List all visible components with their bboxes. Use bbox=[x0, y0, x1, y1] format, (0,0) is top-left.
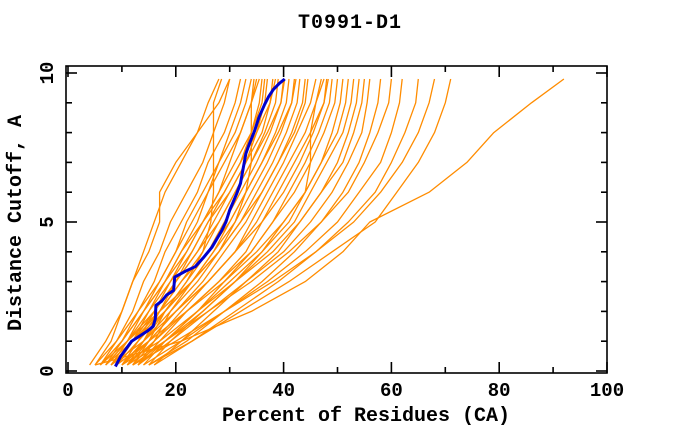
model-curve-30 bbox=[116, 78, 349, 366]
model-curve-28 bbox=[126, 78, 339, 366]
y-tick-label: 0 bbox=[37, 365, 59, 376]
model-curve-23 bbox=[132, 78, 317, 366]
model-curve-24 bbox=[121, 78, 322, 366]
model-curve-18 bbox=[110, 78, 296, 366]
x-tick-label: 40 bbox=[272, 380, 295, 402]
y-tick-label: 5 bbox=[37, 216, 59, 227]
x-tick-label: 100 bbox=[590, 380, 624, 402]
model-curve-13 bbox=[99, 78, 277, 366]
x-axis-label: Percent of Residues (CA) bbox=[222, 405, 510, 428]
series-layer bbox=[89, 77, 565, 368]
model-curve-11 bbox=[110, 78, 269, 366]
highlight-curve-best-model bbox=[114, 77, 286, 368]
model-curve-41 bbox=[94, 78, 565, 366]
tick-label-layer: 0 20 40 60 80 100 0 5 10 bbox=[37, 62, 624, 402]
model-curve-34 bbox=[137, 78, 371, 366]
model-curve-40 bbox=[148, 78, 452, 366]
model-curve-36 bbox=[126, 78, 393, 366]
model-curve-22 bbox=[99, 78, 309, 366]
model-curve-4 bbox=[105, 78, 242, 366]
model-curve-16 bbox=[105, 78, 286, 366]
x-tick-label: 80 bbox=[488, 380, 511, 402]
model-curve-43 bbox=[121, 78, 260, 366]
y-axis-label: Distance Cutoff, A bbox=[5, 115, 28, 331]
model-curve-6 bbox=[94, 78, 252, 366]
plot-frame bbox=[65, 65, 608, 374]
y-tick-label: 10 bbox=[37, 62, 59, 85]
model-curve-1 bbox=[94, 78, 220, 366]
model-curve-26 bbox=[110, 78, 329, 366]
model-curve-44 bbox=[137, 78, 325, 366]
model-curve-31 bbox=[132, 78, 355, 366]
model-curve-5 bbox=[110, 78, 247, 366]
axes-layer bbox=[65, 65, 608, 374]
model-curve-33 bbox=[121, 78, 366, 366]
model-curve-37 bbox=[143, 78, 403, 366]
model-curve-38 bbox=[153, 78, 419, 366]
x-tick-label: 60 bbox=[380, 380, 403, 402]
x-tick-label: 20 bbox=[164, 380, 187, 402]
model-curve-2 bbox=[99, 78, 231, 366]
x-tick-label: 0 bbox=[62, 380, 73, 402]
chart-title: T0991-D1 bbox=[298, 12, 402, 35]
model-curve-3 bbox=[89, 78, 231, 366]
model-curve-39 bbox=[132, 78, 436, 366]
